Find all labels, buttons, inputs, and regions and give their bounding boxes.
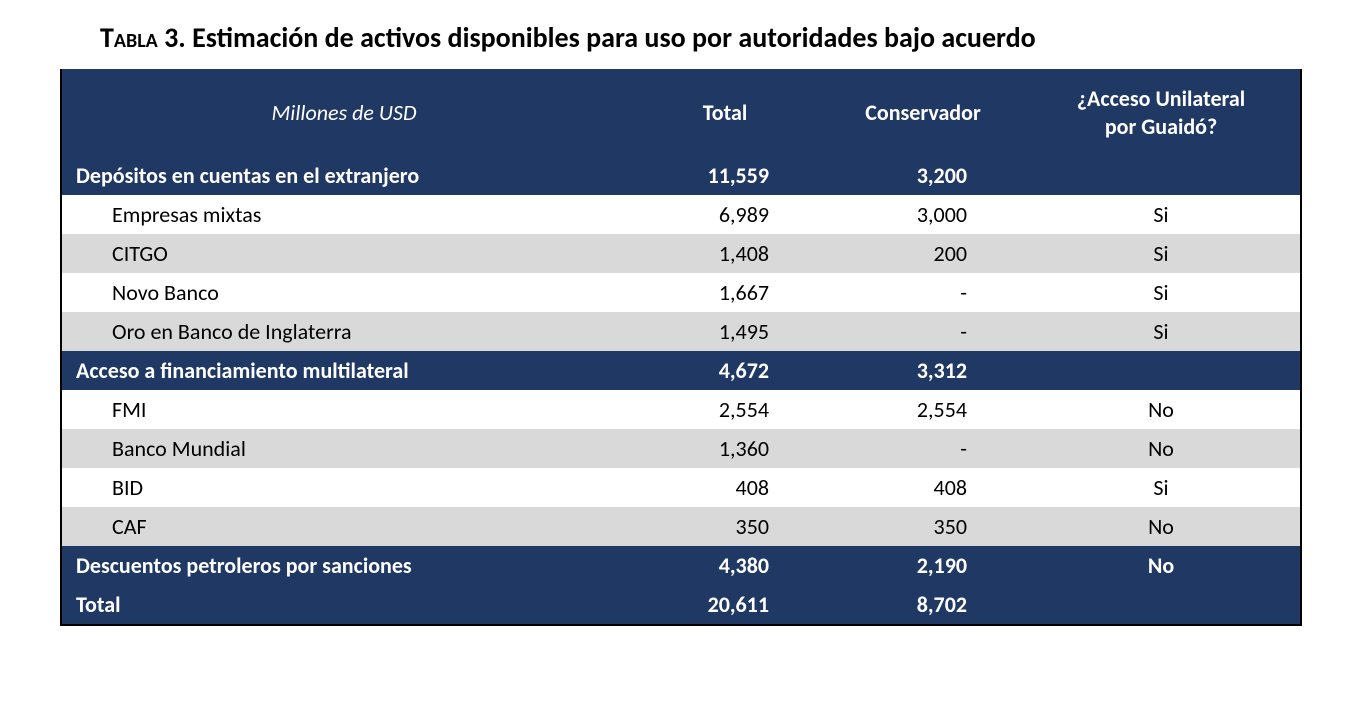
section-label: Descuentos petroleros por sanciones [61, 546, 626, 585]
section-total-row: Total 20,611 8,702 [61, 585, 1301, 625]
table-row: CAF 350 350 No [61, 507, 1301, 546]
cell-acceso: Si [1022, 273, 1301, 312]
cell-acceso: Si [1022, 312, 1301, 351]
cell-total: 350 [626, 507, 824, 546]
section-conservador: 3,312 [824, 351, 1022, 390]
th-acceso: ¿Acceso Unilateral por Guaidó? [1022, 69, 1301, 156]
cell-conservador: 408 [824, 468, 1022, 507]
cell-label: Empresas mixtas [61, 195, 626, 234]
section-total: 11,559 [626, 156, 824, 195]
section-conservador: 8,702 [824, 585, 1022, 625]
cell-acceso: No [1022, 390, 1301, 429]
cell-conservador: 2,554 [824, 390, 1022, 429]
cell-total: 2,554 [626, 390, 824, 429]
th-acceso-line1: ¿Acceso Unilateral [1077, 85, 1245, 112]
section-header: Acceso a financiamiento multilateral 4,6… [61, 351, 1301, 390]
th-label: Millones de USD [61, 69, 626, 156]
section-acceso: No [1022, 546, 1301, 585]
title-prefix: Tabla 3. [100, 20, 186, 55]
cell-acceso: Si [1022, 234, 1301, 273]
cell-label: Banco Mundial [61, 429, 626, 468]
table-row: Empresas mixtas 6,989 3,000 Si [61, 195, 1301, 234]
section-acceso [1022, 585, 1301, 625]
th-conservador: Conservador [824, 69, 1022, 156]
cell-acceso: No [1022, 507, 1301, 546]
cell-label: CITGO [61, 234, 626, 273]
table-row: Novo Banco 1,667 - Si [61, 273, 1301, 312]
table-row: CITGO 1,408 200 Si [61, 234, 1301, 273]
assets-table: Millones de USD Total Conservador ¿Acces… [60, 69, 1302, 626]
cell-total: 408 [626, 468, 824, 507]
cell-label: Novo Banco [61, 273, 626, 312]
table-body: Depósitos en cuentas en el extranjero 11… [61, 156, 1301, 625]
cell-total: 1,495 [626, 312, 824, 351]
section-total: 4,672 [626, 351, 824, 390]
table-row: BID 408 408 Si [61, 468, 1301, 507]
th-total: Total [626, 69, 824, 156]
cell-conservador: 350 [824, 507, 1022, 546]
cell-total: 1,408 [626, 234, 824, 273]
section-acceso [1022, 351, 1301, 390]
cell-acceso: Si [1022, 195, 1301, 234]
section-acceso [1022, 156, 1301, 195]
cell-conservador: 200 [824, 234, 1022, 273]
section-total: 20,611 [626, 585, 824, 625]
cell-acceso: No [1022, 429, 1301, 468]
cell-total: 1,667 [626, 273, 824, 312]
table-header-row: Millones de USD Total Conservador ¿Acces… [61, 69, 1301, 156]
section-conservador: 3,200 [824, 156, 1022, 195]
table-row: FMI 2,554 2,554 No [61, 390, 1301, 429]
cell-acceso: Si [1022, 468, 1301, 507]
title-rest: Estimación de activos disponibles para u… [186, 20, 1036, 55]
cell-label: Oro en Banco de Inglaterra [61, 312, 626, 351]
cell-conservador: - [824, 312, 1022, 351]
cell-total: 6,989 [626, 195, 824, 234]
section-header: Descuentos petroleros por sanciones 4,38… [61, 546, 1301, 585]
cell-label: BID [61, 468, 626, 507]
section-label: Acceso a financiamiento multilateral [61, 351, 626, 390]
cell-total: 1,360 [626, 429, 824, 468]
section-header: Depósitos en cuentas en el extranjero 11… [61, 156, 1301, 195]
table-title: Tabla 3. Estimación de activos disponibl… [100, 20, 1302, 55]
cell-conservador: 3,000 [824, 195, 1022, 234]
th-acceso-line2: por Guaidó? [1105, 113, 1217, 140]
section-conservador: 2,190 [824, 546, 1022, 585]
section-label: Depósitos en cuentas en el extranjero [61, 156, 626, 195]
section-total: 4,380 [626, 546, 824, 585]
table-row: Banco Mundial 1,360 - No [61, 429, 1301, 468]
cell-label: FMI [61, 390, 626, 429]
cell-label: CAF [61, 507, 626, 546]
table-row: Oro en Banco de Inglaterra 1,495 - Si [61, 312, 1301, 351]
cell-conservador: - [824, 429, 1022, 468]
section-label: Total [61, 585, 626, 625]
cell-conservador: - [824, 273, 1022, 312]
